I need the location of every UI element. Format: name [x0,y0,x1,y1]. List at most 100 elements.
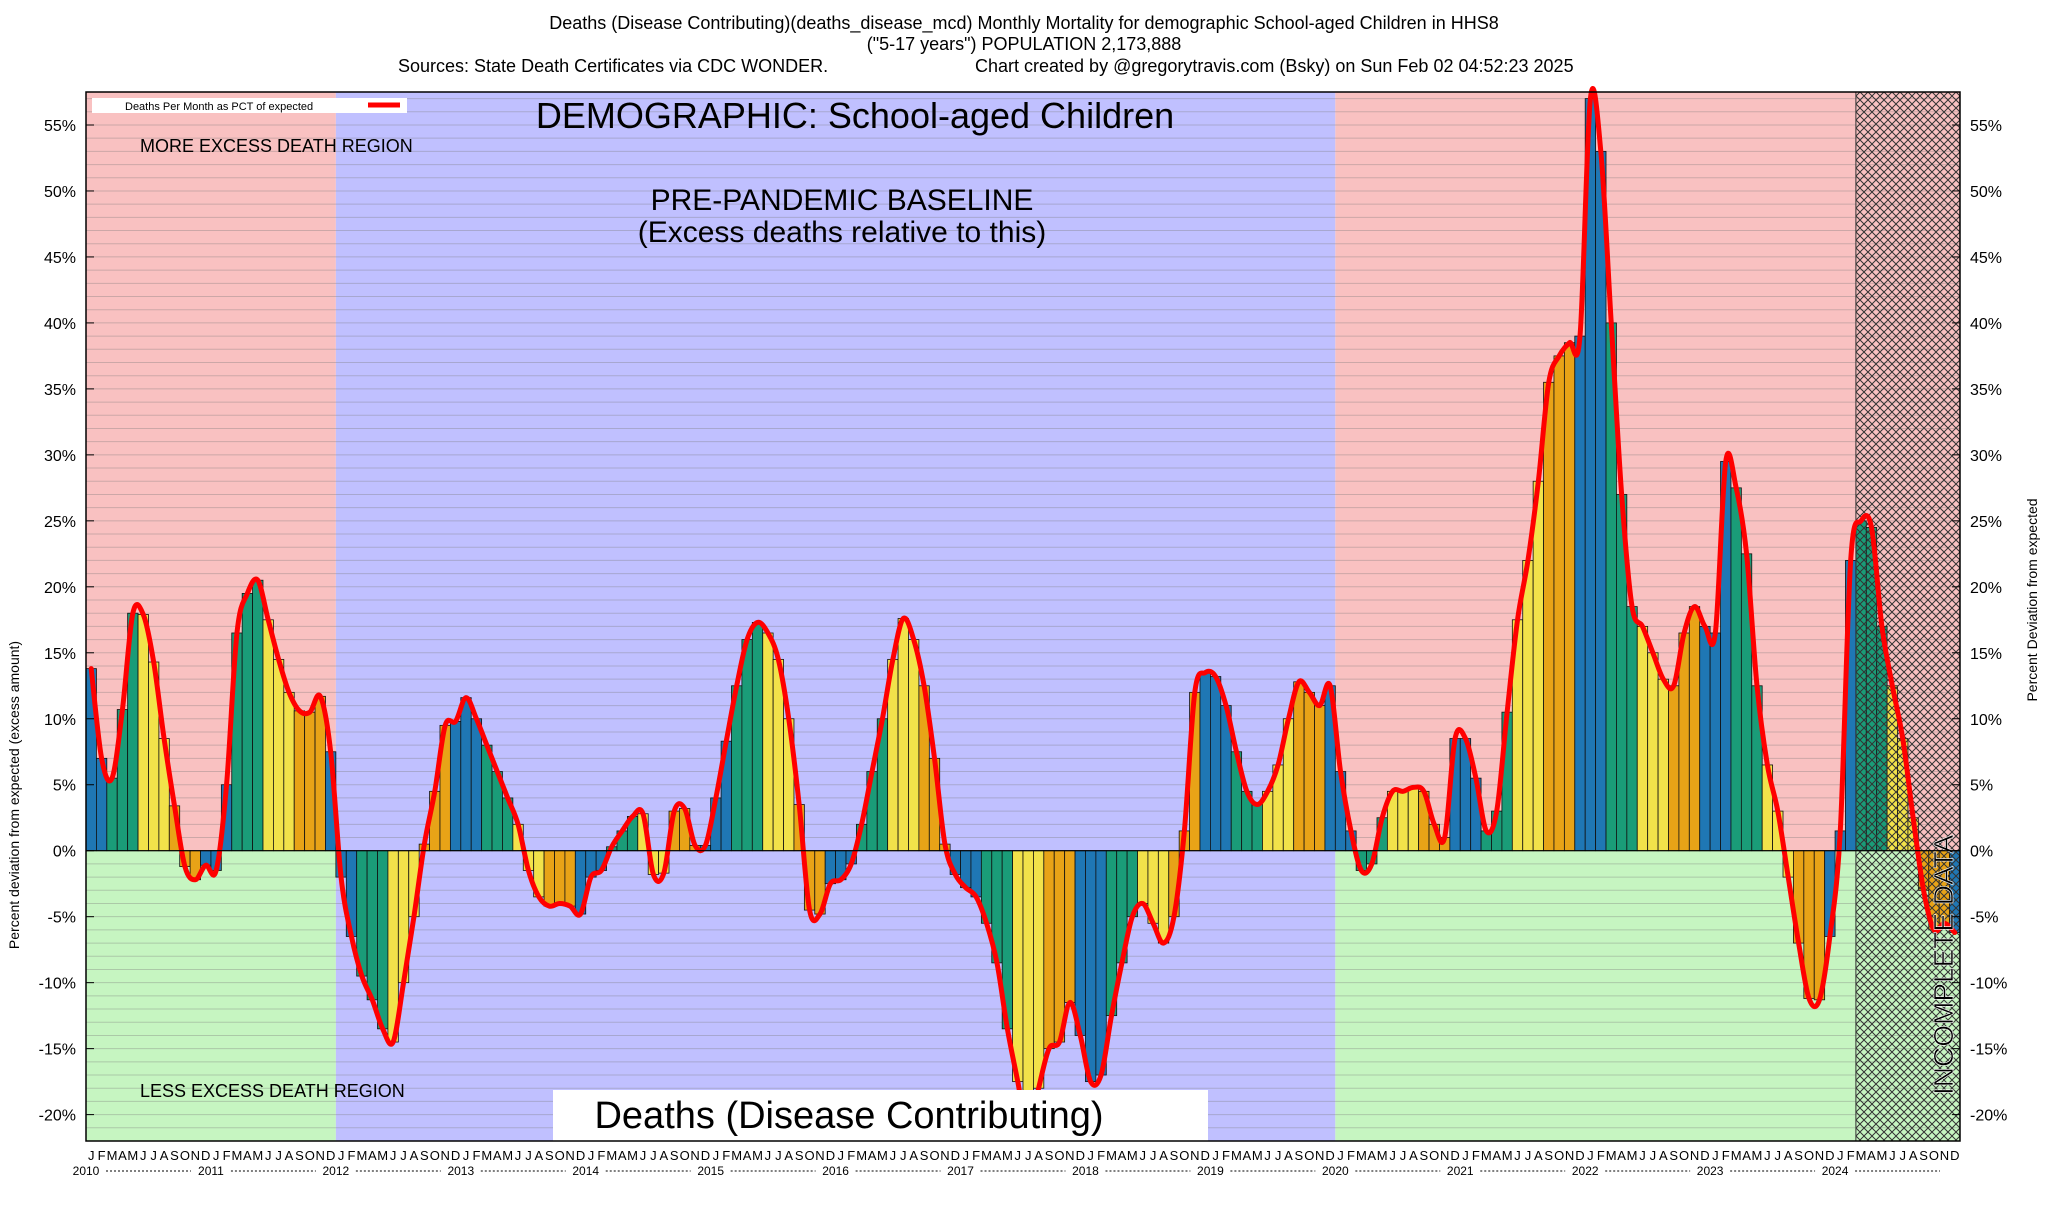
y-tick-label-left: 15% [44,646,76,663]
x-tick-month: D [1076,1148,1085,1163]
x-tick-month: O [1804,1148,1814,1163]
x-tick-month: F [1097,1148,1105,1163]
x-tick-month: J [838,1148,845,1163]
bar [1563,342,1576,852]
demographic-label: DEMOGRAPHIC: School-aged Children [536,95,1174,136]
x-tick-month: F [1722,1148,1730,1163]
x-tick-month: D [326,1148,335,1163]
bar [1699,625,1711,852]
x-tick-year: 2015 [697,1164,724,1178]
x-tick-month: A [535,1148,544,1163]
x-tick-year: 2022 [1572,1164,1599,1178]
x-tick-month: O [1929,1148,1939,1163]
x-tick-month: M [1356,1148,1367,1163]
x-tick-month: A [1409,1148,1418,1163]
x-tick-year: 2020 [1322,1164,1349,1178]
x-tick-month: N [1690,1148,1699,1163]
x-tick-month: N [1940,1148,1949,1163]
x-tick-month: F [972,1148,980,1163]
trend-line-series [88,86,1958,1137]
x-tick-month: F [597,1148,605,1163]
y-tick-label-left: 35% [44,382,76,399]
x-tick-month: D [1450,1148,1459,1163]
x-tick-month: A [1034,1148,1043,1163]
x-tick-month: O [180,1148,190,1163]
bar [741,639,753,852]
x-tick-month: N [1440,1148,1449,1163]
y-tick-label-left: -10% [39,976,76,993]
x-tick-month: F [472,1148,480,1163]
x-tick-month: N [815,1148,824,1163]
y-tick-label-right: 45% [1970,250,2002,267]
bar [366,850,378,1001]
x-tick-month: J [1889,1148,1896,1163]
x-tick-month: M [1731,1148,1742,1163]
x-tick-month: J [1015,1148,1022,1163]
bar [1636,625,1649,852]
bar [1688,606,1701,852]
x-tick-month: J [1389,1148,1396,1163]
x-tick-year: 2024 [1822,1164,1849,1178]
x-tick-month: M [1231,1148,1242,1163]
bar [908,639,920,852]
x-tick-month: M [1627,1148,1638,1163]
bar [1012,850,1024,1083]
x-tick-month: J [515,1148,522,1163]
x-tick-month: F [1847,1148,1855,1163]
bar [1157,850,1170,944]
x-tick-month: O [430,1148,440,1163]
x-tick-month: F [847,1148,855,1163]
x-tick-month: J [775,1148,782,1163]
x-tick-month: N [1065,1148,1074,1163]
y-tick-label-right: -5% [1970,910,1998,927]
x-tick-month: S [1794,1148,1803,1163]
bar [1293,681,1305,852]
trend-line [88,86,1958,1137]
x-tick-month: M [1606,1148,1617,1163]
x-tick-month: J [390,1148,397,1163]
y-tick-label-right: 15% [1970,646,2002,663]
bar [554,850,566,904]
x-tick-month: J [1514,1148,1521,1163]
y-tick-label-right: 5% [1970,778,1993,795]
bar [1407,786,1420,852]
x-tick-month: D [701,1148,710,1163]
bar [1074,850,1086,1036]
x-tick-month: O [1054,1148,1064,1163]
x-tick-month: M [252,1148,263,1163]
x-tick-month: M [1481,1148,1492,1163]
x-tick-month: M [481,1148,492,1163]
x-tick-month: D [1825,1148,1834,1163]
x-tick-month: F [1597,1148,1605,1163]
x-tick-month: F [1472,1148,1480,1163]
x-tick-month: A [1492,1148,1501,1163]
x-tick-month: J [1775,1148,1782,1163]
x-tick-month: A [1243,1148,1252,1163]
x-tick-month: N [191,1148,200,1163]
x-tick-month: O [555,1148,565,1163]
x-tick-month: J [525,1148,532,1163]
bar [1095,850,1107,1076]
x-tick-month: J [1587,1148,1594,1163]
y-tick-label-right: -20% [1970,1108,2007,1125]
x-tick-month: J [1025,1148,1032,1163]
x-tick-month: A [909,1148,918,1163]
x-tick-month: J [400,1148,407,1163]
more-excess-label: MORE EXCESS DEATH REGION [140,136,413,156]
x-tick-month: M [981,1148,992,1163]
x-tick-month: D [1700,1148,1709,1163]
x-tick-month: A [1284,1148,1293,1163]
x-tick-month: A [993,1148,1002,1163]
bar [137,614,149,852]
x-tick-month: O [1554,1148,1564,1163]
x-tick-month: A [1867,1148,1876,1163]
x-tick-month: O [805,1148,815,1163]
x-tick-month: J [338,1148,345,1163]
x-tick-month: M [1752,1148,1763,1163]
x-tick-month: A [493,1148,502,1163]
x-tick-month: J [1837,1148,1844,1163]
bar [262,619,274,852]
y-tick-label-right: -10% [1970,976,2007,993]
bar [1210,676,1222,852]
y-tick-label-left: 40% [44,316,76,333]
